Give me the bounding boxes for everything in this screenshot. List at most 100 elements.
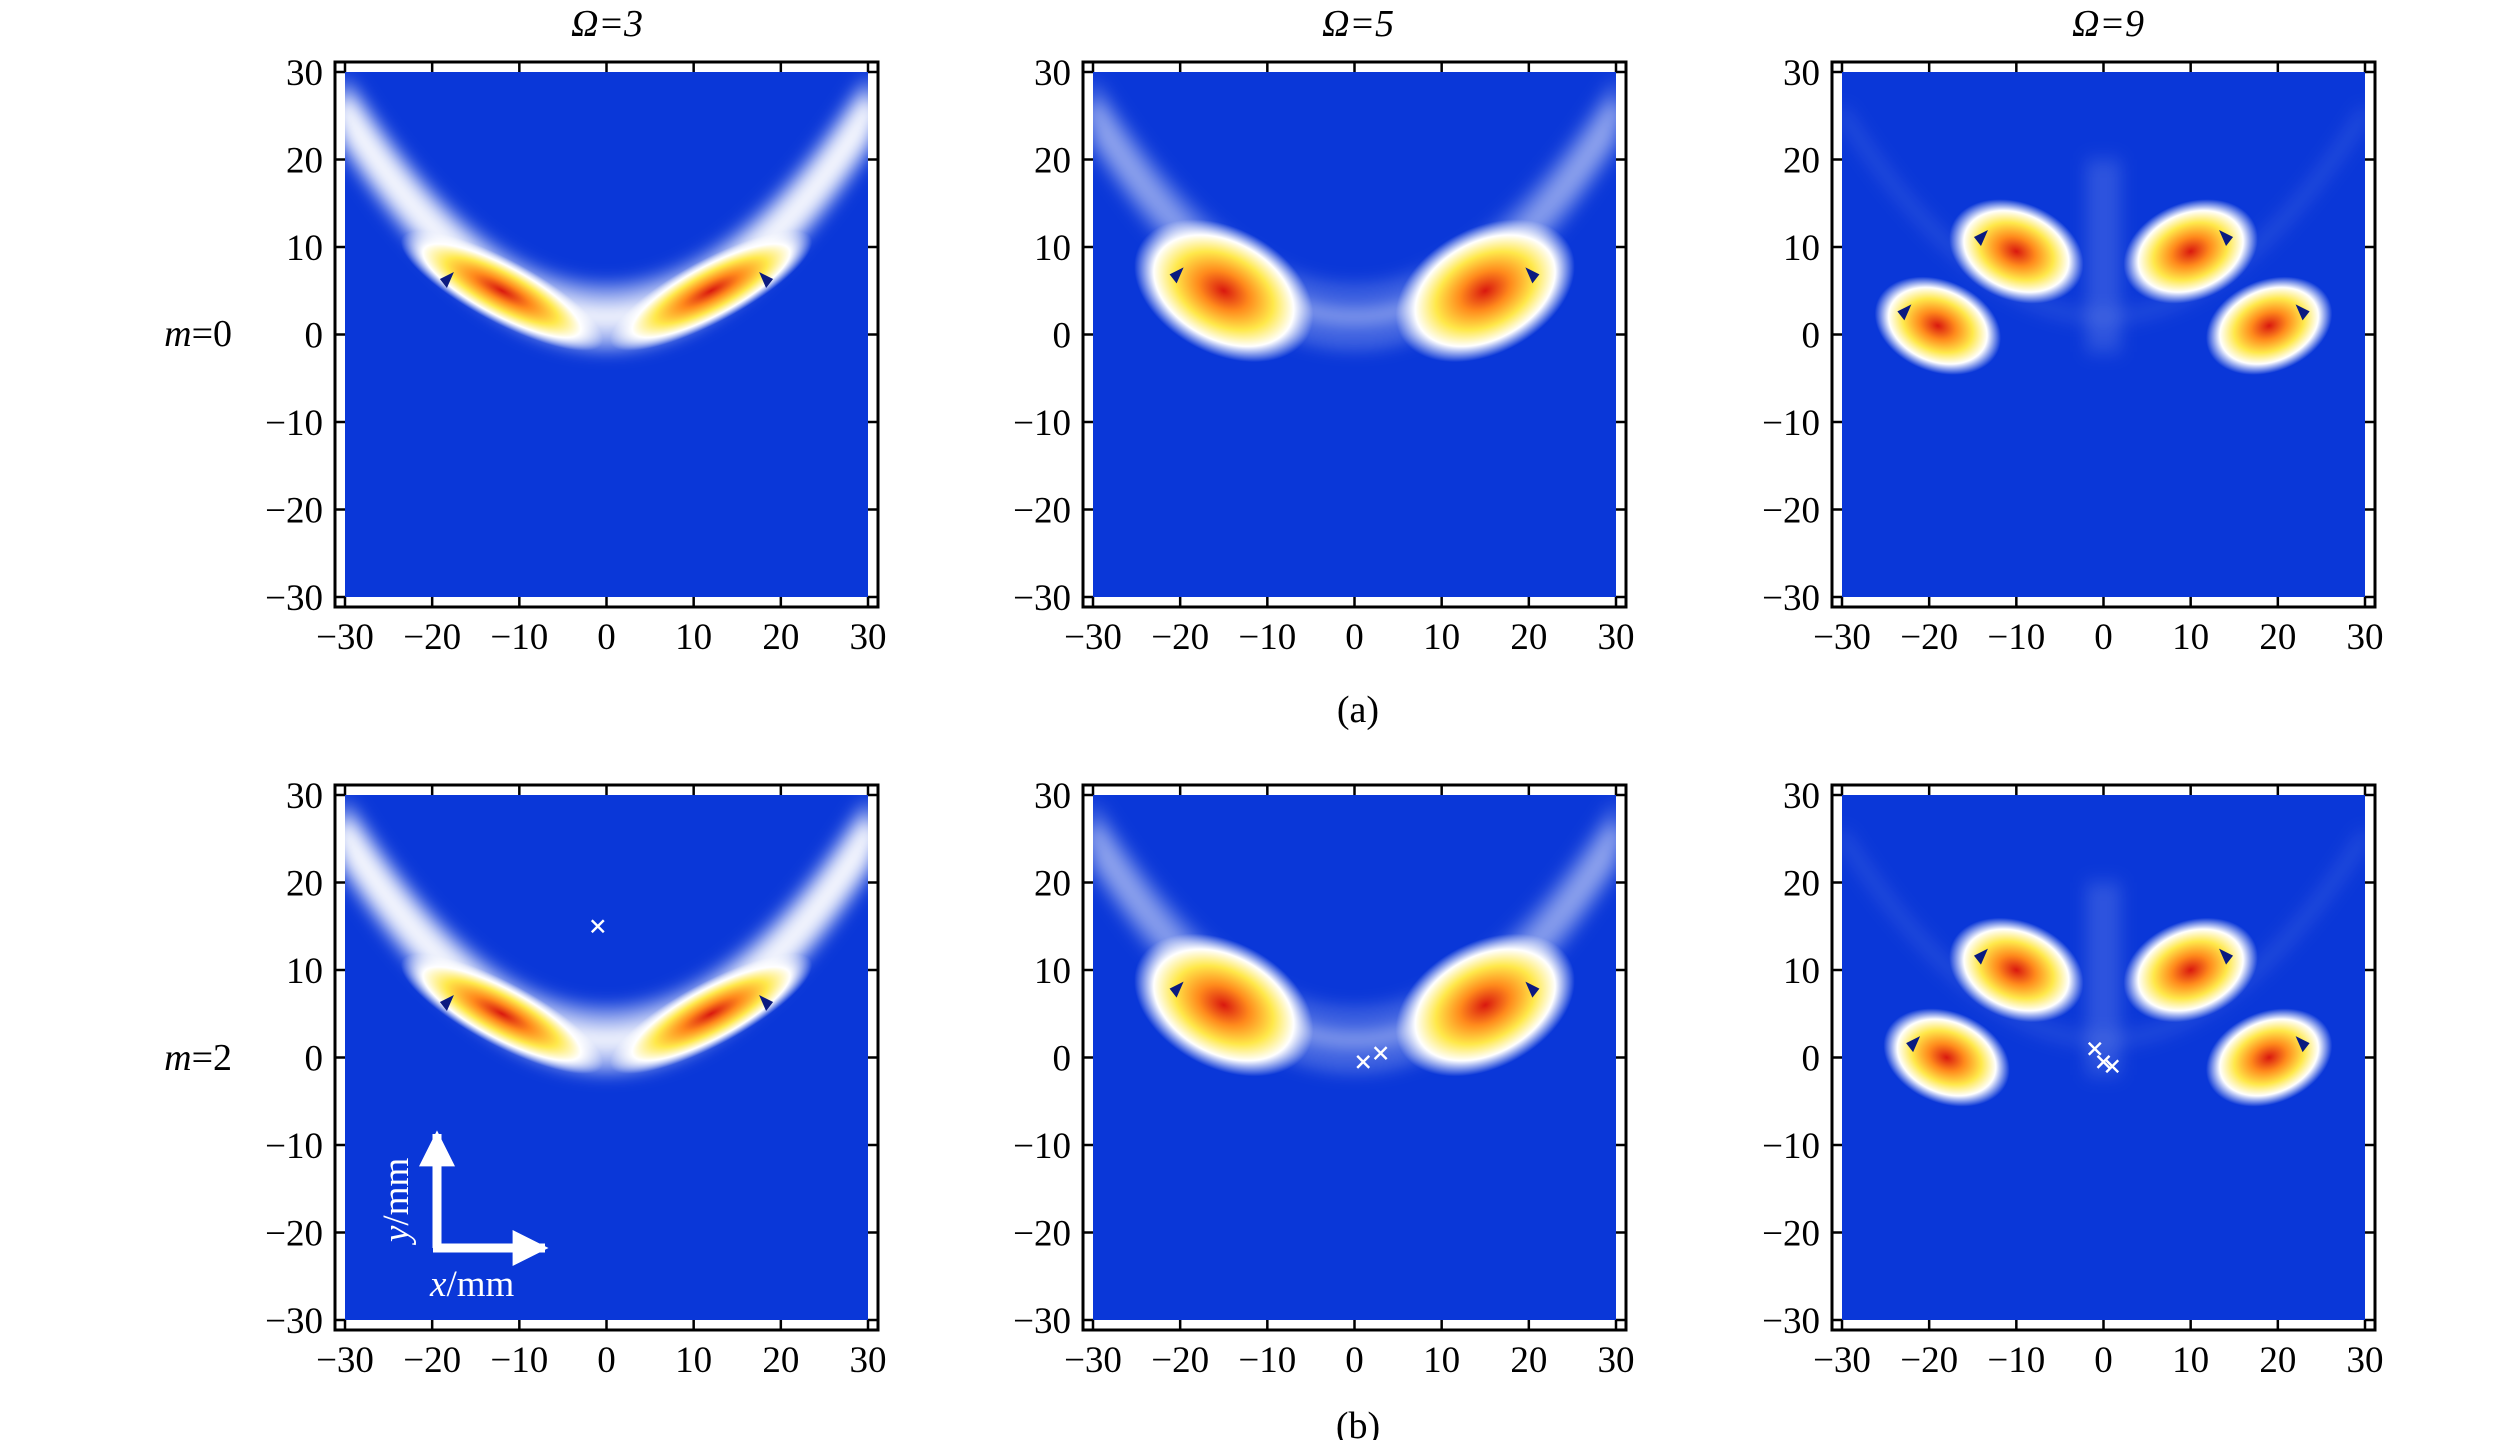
row-label-m0-value: =0: [192, 313, 232, 355]
panel-r0c0-ytick-label-4: 10: [286, 228, 323, 269]
panel-r1c0-hotspot-0: [400, 953, 604, 1074]
x-axis-overlay-unit: /mm: [446, 1264, 514, 1305]
panel-r0c1-xtick-label-0: −30: [1064, 617, 1122, 658]
panel-r0c2-ytick-label-3: 0: [1802, 316, 1821, 357]
column-title-1: Ω=3: [571, 3, 643, 45]
panel-r0c2-xtick-label-2: −10: [1987, 617, 2045, 658]
panel-r0c0-flow-arrow-1: [759, 272, 774, 289]
panel-r1c1-xtick-label-3: 0: [1345, 1340, 1364, 1381]
panel-r1c1-hotspot-1: [1395, 933, 1575, 1077]
panel-r0c2-hotspot-2: [1874, 276, 2002, 375]
panel-r0c2-hotspot-1: [2123, 199, 2258, 304]
panel-r1c2-flow-arrow-2: [1906, 1036, 1921, 1053]
panel-r0c1: −30 −20 −10 0 10 20 30 −30 −20 −10 0 10 20 30: [1013, 53, 1634, 658]
panel-r0c2-xtick-label-3: 0: [2094, 617, 2113, 658]
panel-r0c2-ytick-label-4: 10: [1783, 228, 1820, 269]
panel-r0c2-ytick-label-6: 30: [1783, 53, 1820, 94]
x-axis-overlay-label: x/mm: [429, 1264, 514, 1305]
panel-r1c0-xtick-label-1: −20: [403, 1340, 461, 1381]
panel-r1c2-xtick-label-6: 30: [2347, 1340, 2384, 1381]
panel-r0c1-ytick-label-5: 20: [1034, 141, 1071, 182]
row-label-m2: m=2: [164, 1037, 232, 1079]
panel-r0c0-ytick-label-6: 30: [286, 53, 323, 94]
panel-r1c1-marker-1: [1373, 1046, 1388, 1060]
panel-r0c1-hotspot-1: [1395, 219, 1575, 363]
panel-r1c2-flow-arrow-1: [2219, 948, 2234, 965]
panel-r1c2-xtick-label-2: −10: [1987, 1340, 2045, 1381]
panel-r1c1-hotspot-0: [1134, 933, 1314, 1077]
panel-r0c1-xtick-label-5: 20: [1510, 617, 1547, 658]
panel-r0c1-field: [1093, 72, 1616, 597]
panel-r1c0-flow-arrow-1: [759, 995, 774, 1012]
panel-r0c1-flow-arrow-1: [1525, 267, 1540, 284]
panel-r1c0-field: [345, 795, 868, 1320]
panel-r1c2-xtick-label-0: −30: [1813, 1340, 1871, 1381]
panel-r1c1-flow-arrow-0: [1169, 981, 1184, 998]
x-axis-overlay-var: x: [429, 1264, 447, 1305]
panel-r1c2-ytick-label-4: 10: [1783, 951, 1820, 992]
row-label-m0: m=0: [164, 313, 232, 355]
panel-r1c0-ytick-label-6: 30: [286, 776, 323, 817]
panel-r0c1-xtick-label-3: 0: [1345, 617, 1364, 658]
panel-r1c1-marker-0: [1356, 1055, 1371, 1069]
panel-r1c0-xtick-label-0: −30: [316, 1340, 374, 1381]
panel-r0c2: −30 −20 −10 0 10 20 30 −30 −20 −10 0 10 20 30: [1762, 53, 2383, 658]
y-axis-overlay-var: y: [376, 1225, 417, 1246]
axis-direction-overlay: y/mm x/mm: [376, 1130, 549, 1305]
panel-r1c2-ytick-label-6: 30: [1783, 776, 1820, 817]
panel-r0c2-wave-bands: [1842, 108, 2365, 352]
panel-r0c2-hotspots: [1874, 199, 2333, 375]
panel-r1c0-xtick-label-5: 20: [762, 1340, 799, 1381]
panel-r1c0-marker-0: [590, 919, 605, 934]
y-axis-overlay-label: y/mm: [376, 1158, 417, 1246]
panel-r1c2-hotspot-1: [2123, 917, 2258, 1023]
panel-r1c2-ytick-label-5: 20: [1783, 864, 1820, 905]
panel-r1c1-hotspots: [1134, 933, 1575, 1077]
panel-r1c2-flow-arrow-3: [2295, 1036, 2310, 1053]
panel-r1c1-background: [1093, 795, 1616, 1320]
panel-r0c0-ytick-label-1: −20: [265, 491, 323, 532]
panel-r0c2-ytick-label-0: −30: [1762, 578, 1820, 619]
panel-r0c2-flow-arrow-3: [2295, 304, 2310, 321]
panel-r0c0-hotspot-0: [400, 230, 604, 351]
panel-r0c0-hotspot-1: [609, 230, 813, 351]
panel-r1c2-hotspots: [1883, 917, 2333, 1107]
row-label-m2-value: =2: [192, 1037, 232, 1079]
panel-r1c0-band-0: [345, 820, 868, 1056]
panel-r1c2-band-0: [1842, 831, 2365, 1045]
panel-r0c0-hotspots: [400, 230, 813, 351]
panel-r0c0-xtick-label-2: −10: [490, 617, 548, 658]
panel-r1c1-ytick-label-0: −30: [1013, 1301, 1071, 1342]
panel-r0c0-xtick-label-6: 30: [850, 617, 887, 658]
panel-r1c0-xtick-label-6: 30: [850, 1340, 887, 1381]
panel-r0c2-xtick-label-1: −20: [1900, 617, 1958, 658]
panel-r1c1-ytick-label-2: −10: [1013, 1126, 1071, 1167]
panel-r0c0-field: [345, 72, 868, 597]
panel-r1c2-hotspot-3: [2205, 1008, 2333, 1107]
panel-r1c2-hotspot-0: [1949, 917, 2084, 1023]
panel-r1c1-xtick-label-4: 10: [1423, 1340, 1460, 1381]
heatmap-grid: −30 −20 −10 0 10 20 30 −30 −20 −10 0 10 20 30 −30 −20 −1…: [265, 53, 2383, 1381]
panel-r0c1-xtick-label-6: 30: [1598, 617, 1635, 658]
panel-r1c2-ytick-label-3: 0: [1802, 1039, 1821, 1080]
panel-r1c0-xtick-label-2: −10: [490, 1340, 548, 1381]
panel-r1c2-ytick-label-2: −10: [1762, 1126, 1820, 1167]
panel-r1c2-wave-bands: [1842, 831, 2365, 1075]
panel-r0c2-hotspot-3: [2205, 276, 2333, 375]
panel-r0c0-band-2: [345, 80, 868, 300]
panel-r1c2-ytick-label-0: −30: [1762, 1301, 1820, 1342]
panel-r0c0-flow-arrow-0: [439, 272, 454, 289]
row-label-m2-var: m: [164, 1037, 191, 1079]
panel-r0c2-xtick-label-0: −30: [1813, 617, 1871, 658]
panel-r0c2-ytick-label-2: −10: [1762, 403, 1820, 444]
panel-r1c2: −30 −20 −10 0 10 20 30 −30 −20 −10 0 10 20 30: [1762, 776, 2383, 1381]
panel-r1c1-ytick-label-4: 10: [1034, 951, 1071, 992]
panel-r1c2-ytick-label-1: −20: [1762, 1214, 1820, 1255]
panel-r0c2-xtick-label-6: 30: [2347, 617, 2384, 658]
panel-r1c2-xtick-label-3: 0: [2094, 1340, 2113, 1381]
panel-r0c0-band-0: [345, 97, 868, 333]
panel-r1c2-flow-arrow-0: [1973, 948, 1988, 965]
panel-r1c0-xtick-label-4: 10: [675, 1340, 712, 1381]
panel-r0c0-xtick-label-3: 0: [597, 617, 616, 658]
